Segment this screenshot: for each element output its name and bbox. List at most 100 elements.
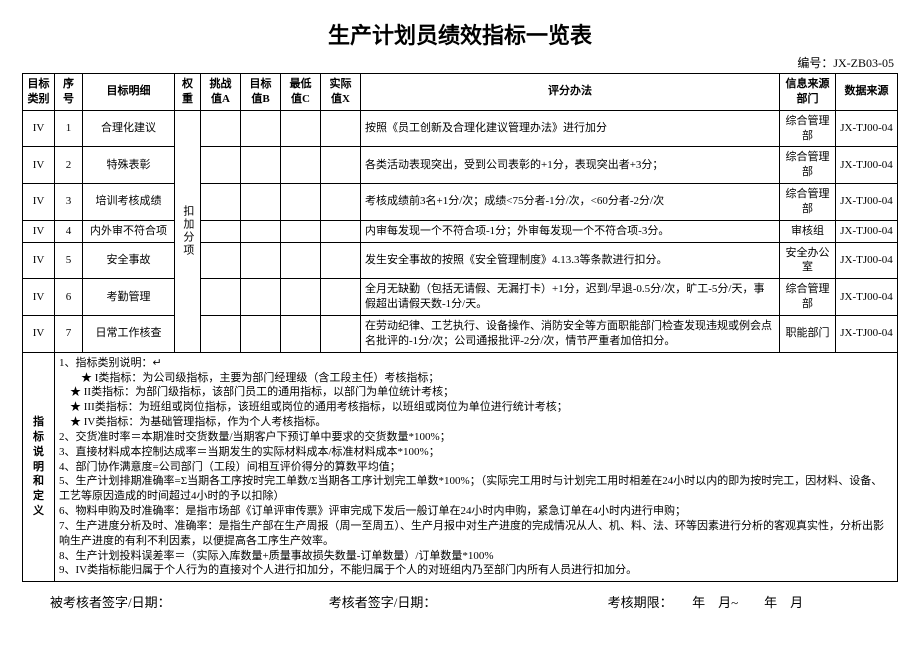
cell-method: 内审每发现一个不符合项-1分；外审每发现一个不符合项-3分。: [361, 220, 780, 242]
cell-c: [281, 147, 321, 184]
th-actual: 实际值X: [321, 74, 361, 111]
cell-method: 各类活动表现突出，受到公司表彰的+1分，表现突出者+3分；: [361, 147, 780, 184]
cell-source: 综合管理部: [780, 279, 836, 316]
cell-seq: 3: [55, 184, 83, 221]
document-code: 编号：JX-ZB03-05: [22, 54, 898, 71]
period-value: 年 月~ 年 月: [666, 595, 803, 610]
cell-seq: 5: [55, 242, 83, 279]
page-title: 生产计划员绩效指标一览表: [22, 18, 898, 50]
cell-category: IV: [23, 110, 55, 147]
table-header-row: 目标类别 序号 目标明细 权重 挑战值A 目标值B 最低值C 实际值X 评分办法…: [23, 74, 898, 111]
cell-c: [281, 242, 321, 279]
table-row: IV4内外审不符合项 内审每发现一个不符合项-1分；外审每发现一个不符合项-3分。…: [23, 220, 898, 242]
cell-b: [241, 110, 281, 147]
th-min: 最低值C: [281, 74, 321, 111]
cell-x: [321, 220, 361, 242]
cell-category: IV: [23, 147, 55, 184]
cell-detail: 培训考核成绩: [83, 184, 175, 221]
th-challenge: 挑战值A: [201, 74, 241, 111]
signee-label: 被考核者签字/日期：: [50, 592, 329, 611]
cell-c: [281, 220, 321, 242]
assessor-label: 考核者签字/日期：: [329, 592, 608, 611]
cell-b: [241, 147, 281, 184]
cell-method: 考核成绩前3名+1分/次；成绩<75分者-1分/次，<60分者-2分/次: [361, 184, 780, 221]
th-method: 评分办法: [361, 74, 780, 111]
doc-code-label: 编号：: [797, 56, 833, 70]
cell-category: IV: [23, 315, 55, 352]
notes-row: 指标说明和定义 1、指标类别说明：↵ ★ I类指标：为公司级指标，主要为部门经理…: [23, 352, 898, 582]
cell-a: [201, 242, 241, 279]
cell-method: 按照《员工创新及合理化建议管理办法》进行加分: [361, 110, 780, 147]
cell-a: [201, 279, 241, 316]
th-category: 目标类别: [23, 74, 55, 111]
cell-detail: 内外审不符合项: [83, 220, 175, 242]
cell-method: 发生安全事故的按照《安全管理制度》4.13.3等条款进行扣分。: [361, 242, 780, 279]
cell-b: [241, 220, 281, 242]
cell-datasource: JX-TJ00-04: [836, 110, 898, 147]
th-weight: 权重: [175, 74, 201, 111]
cell-b: [241, 279, 281, 316]
cell-source: 审核组: [780, 220, 836, 242]
cell-x: [321, 315, 361, 352]
cell-detail: 合理化建议: [83, 110, 175, 147]
cell-a: [201, 315, 241, 352]
cell-source: 综合管理部: [780, 184, 836, 221]
cell-x: [321, 242, 361, 279]
notes-label-cell: 指标说明和定义: [23, 352, 55, 582]
cell-a: [201, 110, 241, 147]
cell-datasource: JX-TJ00-04: [836, 315, 898, 352]
th-source-dept: 信息来源部门: [780, 74, 836, 111]
cell-seq: 1: [55, 110, 83, 147]
cell-datasource: JX-TJ00-04: [836, 242, 898, 279]
cell-detail: 安全事故: [83, 242, 175, 279]
table-row: IV5安全事故 发生安全事故的按照《安全管理制度》4.13.3等条款进行扣分。安全…: [23, 242, 898, 279]
th-seq: 序号: [55, 74, 83, 111]
cell-seq: 6: [55, 279, 83, 316]
th-data-source: 数据来源: [836, 74, 898, 111]
table-row: IV3培训考核成绩 考核成绩前3名+1分/次；成绩<75分者-1分/次，<60分者…: [23, 184, 898, 221]
cell-a: [201, 220, 241, 242]
cell-c: [281, 110, 321, 147]
cell-a: [201, 147, 241, 184]
cell-b: [241, 242, 281, 279]
cell-x: [321, 110, 361, 147]
cell-detail: 考勤管理: [83, 279, 175, 316]
period-label: 考核期限：: [608, 595, 667, 610]
cell-source: 职能部门: [780, 315, 836, 352]
cell-source: 综合管理部: [780, 110, 836, 147]
cell-method: 全月无缺勤（包括无请假、无漏打卡）+1分，迟到/早退-0.5分/次，旷工-5分/…: [361, 279, 780, 316]
cell-b: [241, 315, 281, 352]
table-row: IV6考勤管理 全月无缺勤（包括无请假、无漏打卡）+1分，迟到/早退-0.5分/次…: [23, 279, 898, 316]
cell-category: IV: [23, 279, 55, 316]
cell-detail: 日常工作核查: [83, 315, 175, 352]
cell-x: [321, 147, 361, 184]
cell-datasource: JX-TJ00-04: [836, 279, 898, 316]
table-row: IV7日常工作核查 在劳动纪律、工艺执行、设备操作、消防安全等方面职能部门检查发现…: [23, 315, 898, 352]
cell-method: 在劳动纪律、工艺执行、设备操作、消防安全等方面职能部门检查发现违规或例会点名批评…: [361, 315, 780, 352]
cell-source: 综合管理部: [780, 147, 836, 184]
cell-category: IV: [23, 242, 55, 279]
cell-x: [321, 184, 361, 221]
cell-detail: 特殊表彰: [83, 147, 175, 184]
performance-table: 目标类别 序号 目标明细 权重 挑战值A 目标值B 最低值C 实际值X 评分办法…: [22, 73, 898, 582]
cell-category: IV: [23, 184, 55, 221]
cell-a: [201, 184, 241, 221]
doc-code-value: JX-ZB03-05: [833, 56, 894, 70]
cell-seq: 7: [55, 315, 83, 352]
notes-label-text: 指标说明和定义: [27, 415, 50, 519]
footer: 被考核者签字/日期： 考核者签字/日期： 考核期限： 年 月~ 年 月: [22, 592, 898, 611]
cell-category: IV: [23, 220, 55, 242]
notes-content: 1、指标类别说明：↵ ★ I类指标：为公司级指标，主要为部门经理级（含工段主任）…: [55, 352, 898, 582]
period: 考核期限： 年 月~ 年 月: [608, 592, 870, 611]
cell-datasource: JX-TJ00-04: [836, 184, 898, 221]
cell-c: [281, 315, 321, 352]
cell-datasource: JX-TJ00-04: [836, 147, 898, 184]
cell-weight-group: 扣加分项: [175, 110, 201, 352]
table-row: IV2特殊表彰 各类活动表现突出，受到公司表彰的+1分，表现突出者+3分；综合管理…: [23, 147, 898, 184]
cell-c: [281, 279, 321, 316]
cell-b: [241, 184, 281, 221]
cell-source: 安全办公室: [780, 242, 836, 279]
cell-seq: 4: [55, 220, 83, 242]
cell-seq: 2: [55, 147, 83, 184]
table-row: IV1合理化建议扣加分项按照《员工创新及合理化建议管理办法》进行加分综合管理部J…: [23, 110, 898, 147]
